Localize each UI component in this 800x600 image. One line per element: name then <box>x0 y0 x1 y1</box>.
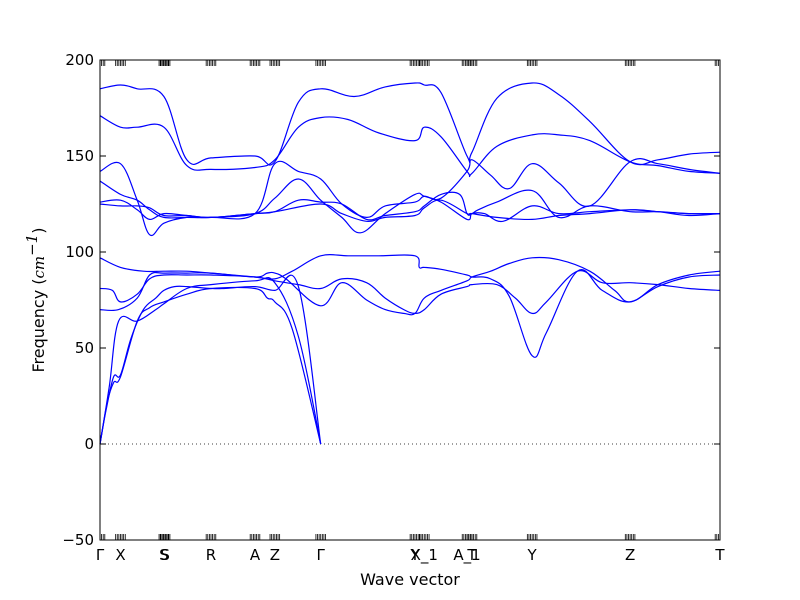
band-line-4 <box>99 256 721 316</box>
x-tick-label: Γ <box>96 546 105 564</box>
y-axis-label-exponent: −1 <box>23 234 41 256</box>
x-tick-label: T <box>714 546 725 564</box>
band-line-6 <box>99 254 721 358</box>
y-tick-label: 0 <box>84 435 94 453</box>
x-tick-label: T <box>466 546 477 564</box>
x-tick-label: Z <box>270 546 280 564</box>
band-line-3 <box>99 277 322 445</box>
x-tick-label: Γ <box>317 546 326 564</box>
x-tick-label: R <box>206 546 216 564</box>
band-line-10 <box>99 158 721 237</box>
plot-frame <box>99 59 721 541</box>
y-tick-label: 150 <box>65 147 94 165</box>
band-line-8 <box>99 189 721 221</box>
x-axis-label: Wave vector <box>360 570 460 589</box>
x-tick-label: Z <box>625 546 635 564</box>
y-tick-label: 50 <box>75 339 94 357</box>
band-line-7 <box>99 199 721 222</box>
y-axis-label: Frequency (cm−1) <box>23 228 48 373</box>
x-tick-label: X_1 <box>411 546 438 565</box>
band-line-11 <box>99 115 721 178</box>
band-line-2 <box>99 286 322 445</box>
x-tick-label: A_1 <box>453 546 480 565</box>
x-tick-label: X <box>115 546 125 564</box>
x-tick-label: S <box>159 546 169 564</box>
band-line-12 <box>99 82 721 166</box>
y-axis-label-prefix: Frequency ( <box>29 279 48 373</box>
x-tick-label: S <box>160 546 170 564</box>
plot-area <box>99 82 721 445</box>
band-line-1 <box>99 274 322 445</box>
y-axis-label-suffix: ) <box>29 228 48 234</box>
x-tick-label: Y <box>527 546 538 564</box>
y-tick-label: 100 <box>65 243 94 261</box>
x-tick-label: A <box>250 546 261 564</box>
y-axis-label-unit: cm <box>30 256 48 279</box>
y-tick-label: −50 <box>62 531 94 549</box>
x-tick-label: Y <box>409 546 420 564</box>
band-line-9 <box>99 178 721 234</box>
y-tick-label: 200 <box>65 51 94 69</box>
